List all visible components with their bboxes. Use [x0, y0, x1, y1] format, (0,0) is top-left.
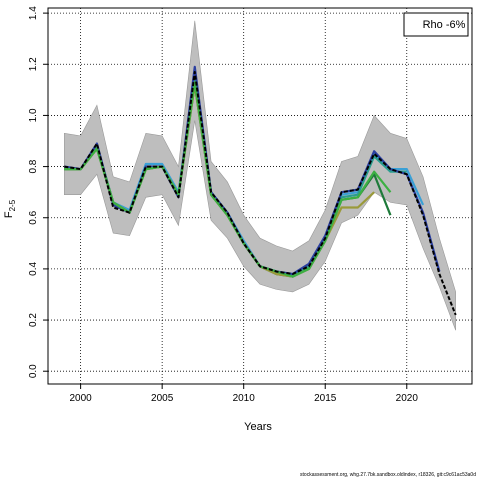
y-tick-label: 0.6: [28, 210, 39, 224]
x-axis-title: Years: [244, 421, 272, 433]
series-line-0: [64, 70, 457, 316]
series-line-4: [64, 81, 392, 278]
legend-text: Rho -6%: [423, 19, 466, 31]
legend: Rho -6%: [403, 12, 469, 37]
y-tick-label: 0.8: [28, 159, 39, 173]
y-axis: 0.0 0.2 0.4 0.6 0.8 1.0 1.2 1.4: [28, 6, 49, 378]
y-tick-label: 1.0: [28, 108, 39, 122]
y-tick-label: 1.4: [28, 6, 39, 20]
y-axis-title-main: F: [3, 211, 15, 218]
x-tick-label: 2005: [151, 393, 174, 404]
x-tick-label: 2010: [233, 393, 256, 404]
y-axis-title-group: F2-5: [3, 199, 17, 218]
y-tick-label: 0.4: [28, 262, 39, 276]
y-tick-label: 0.0: [28, 364, 39, 378]
legend-box: [403, 12, 469, 37]
footer-note: stockassessment.org, whg.27.7bk.sandbox.…: [300, 472, 476, 478]
x-tick-label: 2015: [314, 393, 337, 404]
y-tick-label: 1.2: [28, 57, 39, 71]
series-layer: [64, 65, 457, 316]
x-axis: 2000 2005 2010 2015 2020: [69, 383, 419, 404]
x-tick-label: 2000: [69, 393, 92, 404]
y-axis-title-subscript: 2-5: [8, 199, 17, 211]
y-axis-title: F2-5: [3, 199, 17, 218]
y-tick-label: 0.2: [28, 313, 39, 327]
x-tick-label: 2020: [396, 393, 419, 404]
